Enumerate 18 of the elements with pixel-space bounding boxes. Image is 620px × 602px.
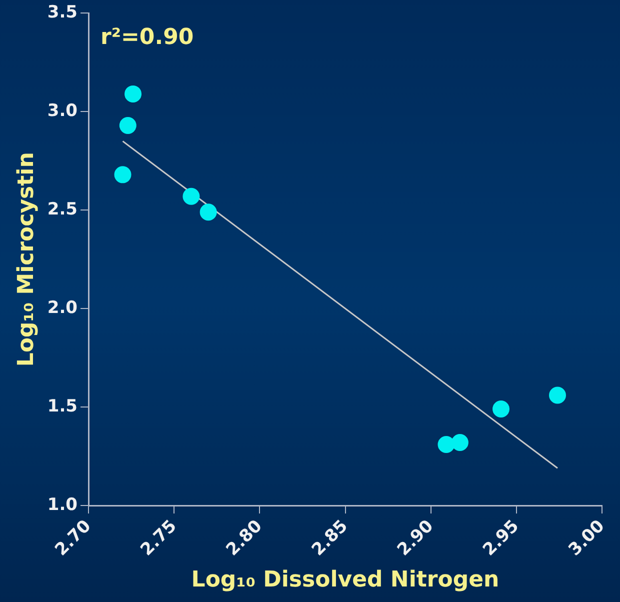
point xyxy=(200,204,217,221)
x-axis-title: Log₁₀ Dissolved Nitrogen xyxy=(191,568,500,593)
y-tick-label: 3.5 xyxy=(47,2,78,23)
point xyxy=(119,116,136,134)
point xyxy=(124,85,142,102)
y-tick-label: 1.5 xyxy=(47,396,78,416)
y-axis-title: Log₁₀ Microcystin xyxy=(14,152,39,367)
point xyxy=(438,436,455,453)
point xyxy=(182,188,200,205)
y-tick-label: 3.0 xyxy=(47,101,78,122)
point xyxy=(451,434,468,451)
y-tick-label: 1.0 xyxy=(47,494,78,515)
point xyxy=(114,166,132,184)
point xyxy=(492,400,510,418)
point xyxy=(549,386,566,404)
y-tick-label: 2.5 xyxy=(47,200,78,220)
y-tick-label: 2.0 xyxy=(47,298,78,318)
annotation: r²=0.90 xyxy=(100,24,194,50)
